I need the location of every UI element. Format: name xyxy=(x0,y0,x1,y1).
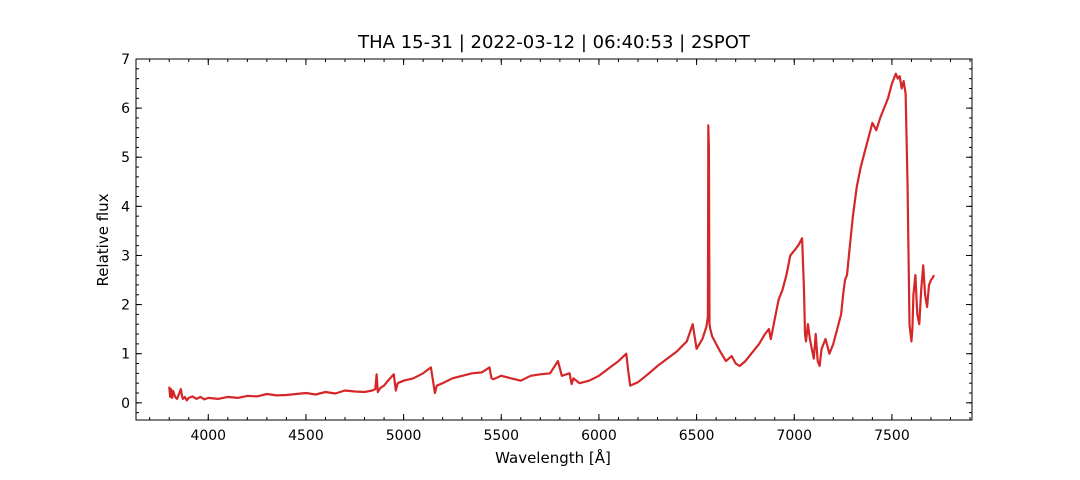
spectrum-line xyxy=(168,72,935,402)
x-tick-label: 4500 xyxy=(288,428,324,444)
y-tick-label: 5 xyxy=(121,150,130,166)
y-tick-label: 7 xyxy=(121,52,130,68)
x-tick-label: 5500 xyxy=(483,428,519,444)
x-axis-label: Wavelength [Å] xyxy=(495,448,611,467)
y-axis-label: Relative flux xyxy=(94,193,112,286)
x-tick-label: 6000 xyxy=(581,428,617,444)
x-tick-label: 7500 xyxy=(874,428,910,444)
x-tick-label: 4000 xyxy=(190,428,226,444)
chart-title: THA 15-31 | 2022-03-12 | 06:40:53 | 2SPO… xyxy=(357,32,751,53)
axis-tick-labels: 4000 4500 5000 5500 6000 6500 7000 7500 0 1 2 3 4 5 6 7 xyxy=(121,52,910,444)
y-tick-label: 1 xyxy=(121,347,130,363)
x-tick-label: 7000 xyxy=(776,428,812,444)
y-tick-label: 3 xyxy=(121,248,130,264)
y-tick-label: 0 xyxy=(121,396,130,412)
y-tick-label: 6 xyxy=(121,101,130,117)
y-tick-label: 4 xyxy=(121,199,130,215)
x-tick-label: 6500 xyxy=(679,428,715,444)
x-tick-label: 5000 xyxy=(386,428,422,444)
plot-frame xyxy=(135,58,973,421)
y-tick-label: 2 xyxy=(121,298,130,314)
